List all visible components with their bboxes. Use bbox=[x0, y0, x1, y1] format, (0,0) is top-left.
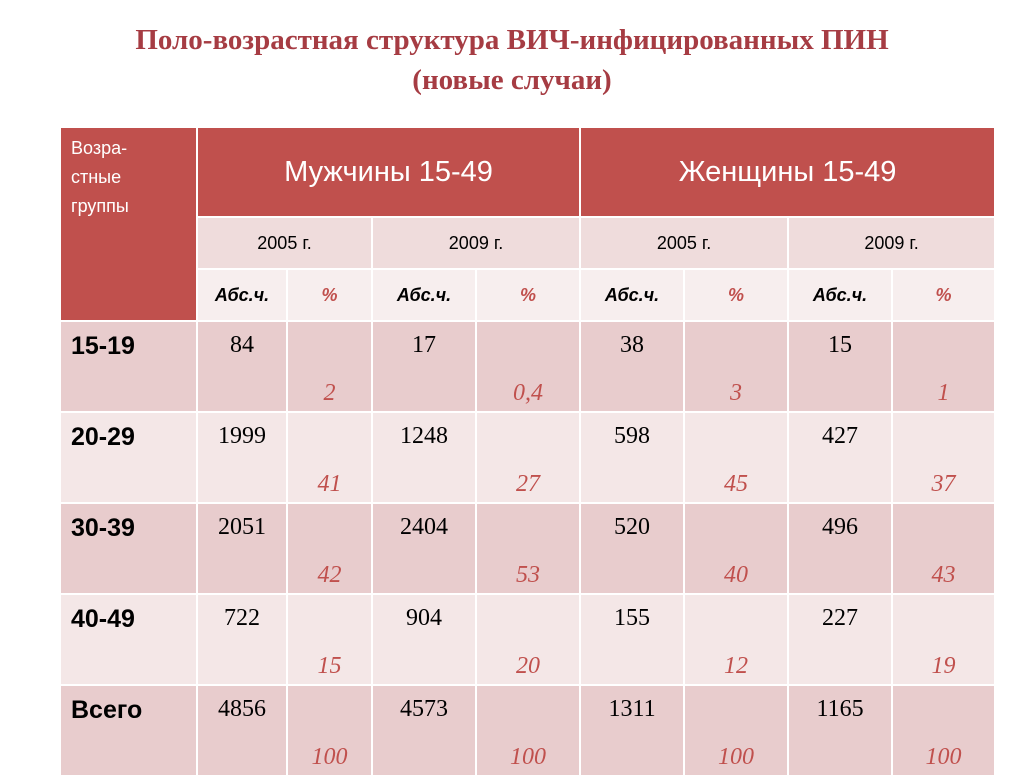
age-group-label: 15-19 bbox=[59, 320, 198, 413]
percent-header: % bbox=[474, 268, 582, 322]
abs-count-header: Абс.ч. bbox=[196, 268, 288, 322]
abs-count-cell: 84 bbox=[196, 320, 288, 413]
abs-count-cell: 2051 bbox=[196, 502, 288, 595]
abs-count-header: Абс.ч. bbox=[787, 268, 894, 322]
women-group-header: Женщины 15-49 bbox=[579, 126, 997, 218]
year-header: 2009 г. bbox=[370, 216, 582, 270]
abs-count-header: Абс.ч. bbox=[371, 268, 477, 322]
abs-count-cell: 38 bbox=[579, 320, 686, 413]
year-header: 2005 г. bbox=[579, 216, 790, 270]
abs-count-cell: 155 bbox=[579, 593, 686, 686]
abs-count-cell: 496 bbox=[787, 502, 894, 595]
percent-cell: 43 bbox=[891, 502, 997, 595]
abs-count-cell: 520 bbox=[579, 502, 686, 595]
year-header: 2005 г. bbox=[196, 216, 373, 270]
abs-count-cell: 1311 bbox=[579, 684, 686, 777]
age-group-label: 20-29 bbox=[59, 411, 198, 504]
abs-count-cell: 598 bbox=[579, 411, 686, 504]
abs-count-cell: 17 bbox=[371, 320, 477, 413]
corner-label-line: Возра- bbox=[71, 138, 128, 158]
percent-cell: 40 bbox=[683, 502, 790, 595]
percent-cell: 19 bbox=[891, 593, 997, 686]
percent-cell: 100 bbox=[286, 684, 373, 777]
abs-count-cell: 2404 bbox=[371, 502, 477, 595]
percent-cell: 100 bbox=[474, 684, 582, 777]
table-row: 30-39 2051 42 2404 53 520 40 496 43 bbox=[59, 502, 997, 595]
age-group-label: 30-39 bbox=[59, 502, 198, 595]
percent-header: % bbox=[683, 268, 790, 322]
abs-count-cell: 4856 bbox=[196, 684, 288, 777]
percent-header: % bbox=[891, 268, 997, 322]
percent-cell: 15 bbox=[286, 593, 373, 686]
abs-count-cell: 1248 bbox=[371, 411, 477, 504]
year-header: 2009 г. bbox=[787, 216, 997, 270]
percent-cell: 53 bbox=[474, 502, 582, 595]
abs-count-cell: 722 bbox=[196, 593, 288, 686]
total-label: Всего bbox=[59, 684, 198, 777]
men-group-header: Мужчины 15-49 bbox=[195, 126, 582, 218]
percent-cell: 12 bbox=[683, 593, 790, 686]
abs-count-cell: 1165 bbox=[787, 684, 894, 777]
abs-count-cell: 1999 bbox=[196, 411, 288, 504]
table-row: 40-49 722 15 904 20 155 12 227 19 bbox=[59, 593, 997, 686]
percent-cell: 1 bbox=[891, 320, 997, 413]
percent-cell: 2 bbox=[286, 320, 373, 413]
abs-count-header: Абс.ч. bbox=[579, 268, 686, 322]
percent-cell: 42 bbox=[286, 502, 373, 595]
percent-header: % bbox=[286, 268, 373, 322]
slide-title: Поло-возрастная структура ВИЧ-инфицирова… bbox=[60, 20, 964, 100]
table-row: 20-29 1999 41 1248 27 598 45 427 37 bbox=[59, 411, 997, 504]
abs-count-cell: 427 bbox=[787, 411, 894, 504]
abs-count-cell: 227 bbox=[787, 593, 894, 686]
percent-cell: 27 bbox=[474, 411, 582, 504]
table-row: 15-19 84 2 17 0,4 38 3 15 1 bbox=[59, 320, 997, 413]
title-line-1: Поло-возрастная структура ВИЧ-инфицирова… bbox=[135, 24, 889, 56]
abs-count-cell: 15 bbox=[787, 320, 894, 413]
percent-cell: 100 bbox=[683, 684, 790, 777]
age-groups-header: Возра- стные группы bbox=[59, 126, 198, 322]
percent-cell: 41 bbox=[286, 411, 373, 504]
corner-label-line: группы bbox=[71, 196, 129, 216]
percent-cell: 0,4 bbox=[474, 320, 582, 413]
data-table: Возра- стные группы Мужчины 15-49 Женщин… bbox=[59, 126, 997, 777]
age-group-label: 40-49 bbox=[59, 593, 198, 686]
percent-cell: 37 bbox=[891, 411, 997, 504]
percent-cell: 100 bbox=[891, 684, 997, 777]
percent-cell: 20 bbox=[474, 593, 582, 686]
corner-label-line: стные bbox=[71, 167, 122, 187]
percent-cell: 3 bbox=[683, 320, 790, 413]
abs-count-cell: 4573 bbox=[371, 684, 477, 777]
table-row-total: Всего 4856 100 4573 100 1311 100 1165 10… bbox=[59, 684, 997, 777]
abs-count-cell: 904 bbox=[371, 593, 477, 686]
title-line-2: (новые случаи) bbox=[412, 64, 612, 96]
percent-cell: 45 bbox=[683, 411, 790, 504]
